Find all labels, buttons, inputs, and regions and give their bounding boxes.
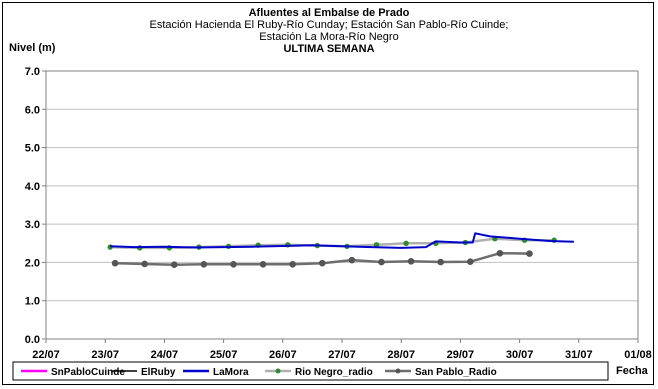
- y-tick-label: 4.0: [25, 181, 40, 193]
- x-tick-label: 27/07: [328, 349, 356, 361]
- y-tick-label: 2.0: [25, 257, 40, 269]
- x-tick-label: 24/07: [151, 349, 179, 361]
- y-axis-label: Nivel (m): [9, 42, 56, 54]
- data-point-san-pablo-radio: [348, 256, 356, 264]
- y-tick-label: 0.0: [25, 334, 40, 346]
- x-tick-label: 31/07: [565, 349, 593, 361]
- legend-marker-rio-negro-radio: [275, 368, 281, 374]
- gridlines: [46, 108, 638, 302]
- x-tick-label: 22/07: [32, 349, 60, 361]
- legend-label-snpablocuinde: SnPabloCuinde: [51, 367, 125, 378]
- data-point-san-pablo-radio: [318, 259, 326, 267]
- data-point-san-pablo-radio: [378, 258, 385, 266]
- x-tick-label: 25/07: [210, 349, 238, 361]
- chart-title: Afluentes al Embalse de Prado: [249, 7, 410, 19]
- series-lines: [107, 232, 574, 269]
- legend-marker-san-pablo-radio: [395, 368, 401, 374]
- data-point-san-pablo-radio: [466, 258, 474, 265]
- data-point-san-pablo-radio: [230, 261, 237, 268]
- data-point-san-pablo-radio: [496, 249, 504, 257]
- data-point-san-pablo-radio: [437, 258, 444, 266]
- x-tick-label: 28/07: [387, 349, 415, 361]
- y-tick-label: 7.0: [25, 66, 40, 78]
- data-point-san-pablo-radio: [407, 257, 415, 265]
- chart-subtitle-line-1: Estación Hacienda El Ruby-Río Cunday; Es…: [150, 19, 509, 31]
- chart-frame: Afluentes al Embalse de Prado Estación H…: [2, 2, 654, 385]
- data-point-rio-negro-radio: [403, 240, 409, 246]
- legend: SnPabloCuinde ElRuby LaMora Rio Negro_radio…: [12, 361, 609, 381]
- y-tick-label: 5.0: [25, 143, 40, 155]
- data-point-san-pablo-radio: [111, 259, 119, 267]
- series-line-lamora: [110, 232, 574, 249]
- x-tick-label: 29/07: [447, 349, 475, 361]
- data-point-san-pablo-radio: [141, 260, 148, 268]
- x-tick-label: 26/07: [269, 349, 297, 361]
- data-point-san-pablo-radio: [200, 261, 208, 268]
- x-tick-label: 01/08: [624, 349, 652, 361]
- plot-area: [45, 70, 639, 340]
- x-axis-label: Fecha: [616, 365, 649, 377]
- x-tick-labels: 22/07 23/07 24/07 25/07 26/07 27/07 28/07 29/07…: [32, 339, 652, 361]
- chart-subtitle-line-2: Estación La Mora-Río Negro: [259, 31, 398, 43]
- data-point-san-pablo-radio: [526, 250, 533, 257]
- legend-label-lamora: LaMora: [213, 367, 249, 378]
- y-tick-label: 1.0: [25, 296, 40, 308]
- y-tick-label: 6.0: [25, 104, 40, 116]
- x-tick-label: 30/07: [506, 349, 534, 361]
- legend-label-rio-negro-radio: Rio Negro_radio: [295, 367, 373, 378]
- legend-label-elruby: ElRuby: [141, 367, 176, 378]
- y-tick-labels: 0.0 1.0 2.0 3.0 4.0 5.0 6.0 7.0: [25, 66, 46, 346]
- chart-subtitle-bold: ULTIMA SEMANA: [283, 43, 374, 55]
- x-tick-label: 23/07: [91, 349, 119, 361]
- legend-box: [12, 361, 609, 381]
- y-tick-label: 3.0: [25, 219, 40, 231]
- data-point-san-pablo-radio: [259, 261, 267, 268]
- line-chart: Afluentes al Embalse de Prado Estación H…: [9, 7, 652, 381]
- data-point-san-pablo-radio: [170, 261, 178, 269]
- data-point-san-pablo-radio: [289, 261, 296, 268]
- legend-label-san-pablo-radio: San Pablo_Radio: [415, 367, 497, 378]
